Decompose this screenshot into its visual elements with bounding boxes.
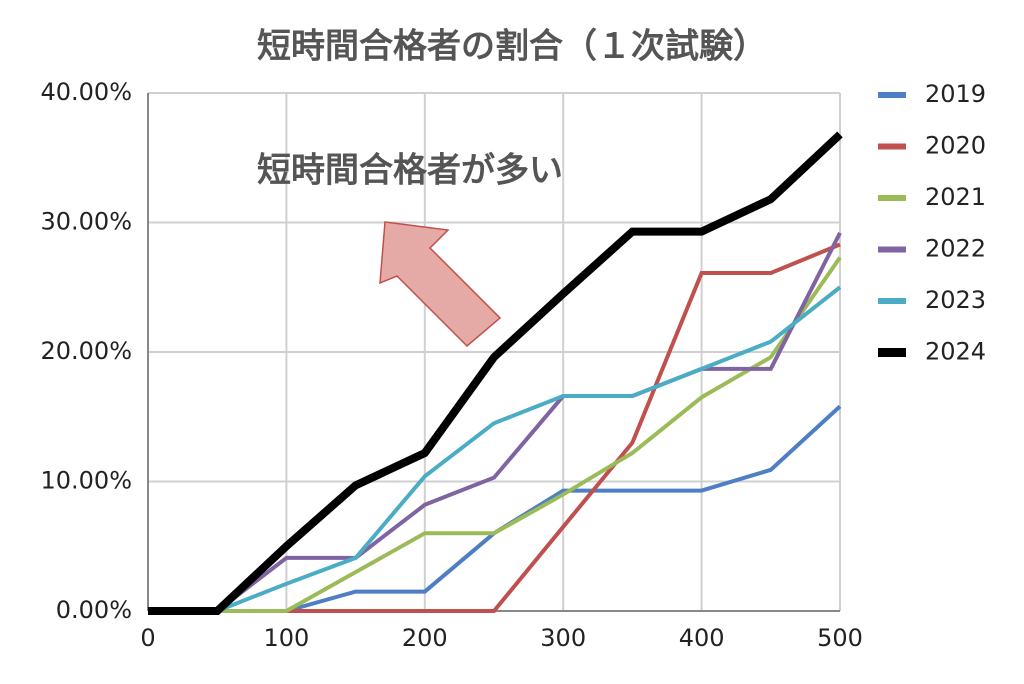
series-line (148, 242, 841, 613)
y-tick-label: 40.00% (40, 78, 132, 106)
y-tick-label: 30.00% (40, 208, 132, 236)
y-tick-label: 0.00% (56, 596, 132, 624)
x-tick-label: 400 (679, 624, 725, 652)
legend-label: 2023 (925, 286, 986, 314)
legend-label: 2020 (925, 132, 986, 160)
arrow (379, 221, 502, 348)
y-tick-label: 20.00% (40, 337, 132, 365)
series-line (148, 131, 843, 615)
series-line (148, 231, 842, 613)
legend-label: 2019 (925, 80, 986, 108)
x-tick-label: 0 (140, 624, 155, 652)
x-tick-label: 500 (817, 624, 863, 652)
series-line (148, 256, 842, 613)
y-tick-label: 10.00% (40, 467, 132, 495)
x-tick-label: 100 (263, 624, 309, 652)
legend-label: 2024 (925, 338, 986, 366)
legend-label: 2022 (925, 235, 986, 263)
plot-area: 0.00% 10.00% 20.00% 30.00% 40.00% 0 100 200 300 4… (40, 78, 986, 652)
x-tick-label: 300 (540, 624, 586, 652)
annotation: 短時間合格者が多い (257, 151, 563, 191)
x-tick-label: 200 (402, 624, 448, 652)
series-line (148, 285, 842, 613)
chart-title: 短時間合格者の割合（１次試験） (257, 27, 767, 67)
legend-label: 2021 (925, 183, 986, 211)
